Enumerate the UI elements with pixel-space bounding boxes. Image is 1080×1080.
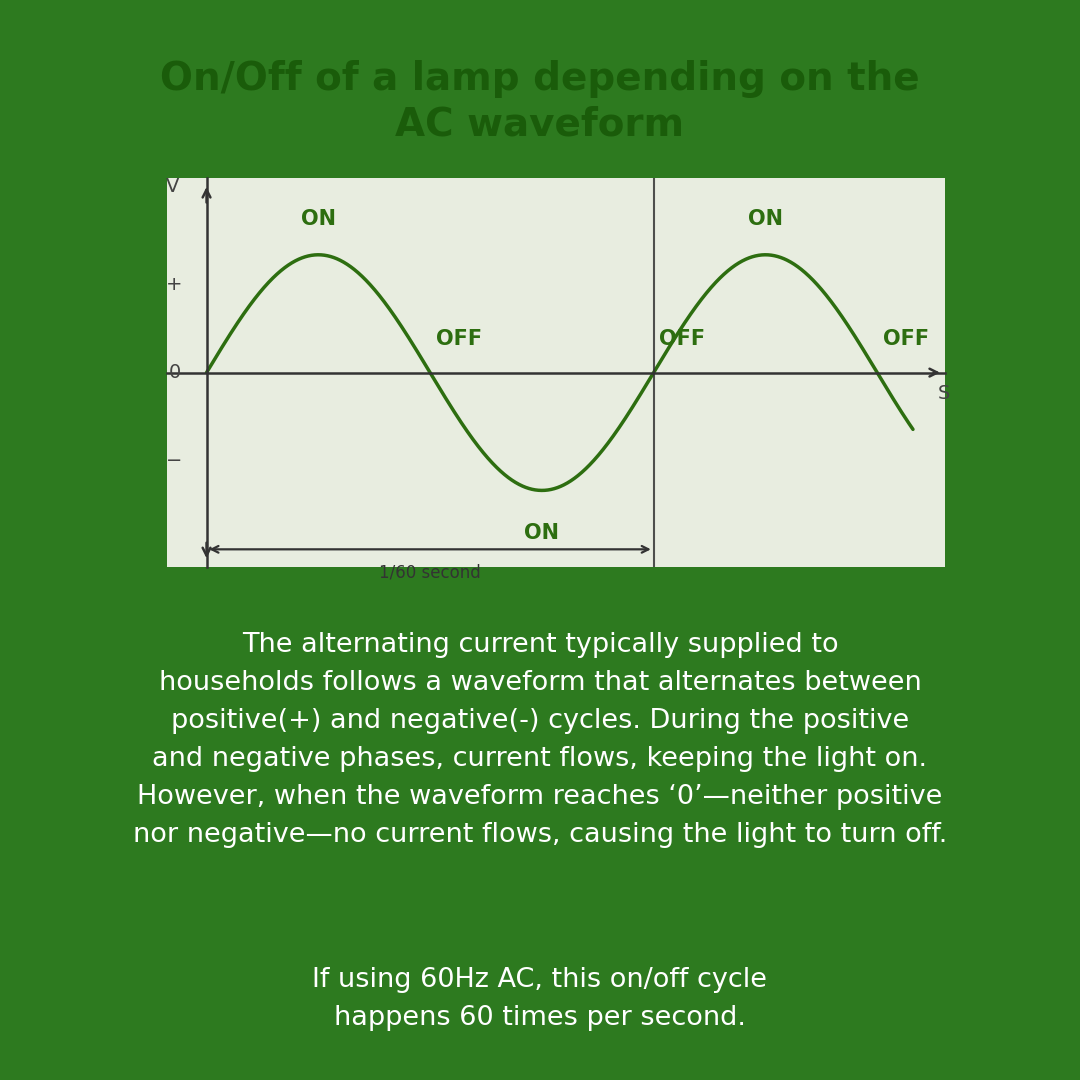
Text: 1/60 second: 1/60 second — [379, 564, 481, 581]
Text: On/Off of a lamp depending on the
AC waveform: On/Off of a lamp depending on the AC wav… — [160, 60, 920, 144]
Text: +: + — [166, 274, 183, 294]
Text: OFF: OFF — [883, 329, 929, 349]
Text: ON: ON — [748, 208, 783, 229]
Text: ON: ON — [525, 524, 559, 543]
Text: The alternating current typically supplied to
households follows a waveform that: The alternating current typically suppli… — [133, 632, 947, 848]
Text: V: V — [165, 177, 179, 195]
Text: 0: 0 — [168, 363, 180, 382]
Text: OFF: OFF — [436, 329, 482, 349]
Text: −: − — [166, 451, 183, 471]
Text: OFF: OFF — [660, 329, 705, 349]
Text: If using 60Hz AC, this on/off cycle
happens 60 times per second.: If using 60Hz AC, this on/off cycle happ… — [312, 967, 768, 1030]
Text: S: S — [937, 384, 949, 403]
Text: ON: ON — [301, 208, 336, 229]
